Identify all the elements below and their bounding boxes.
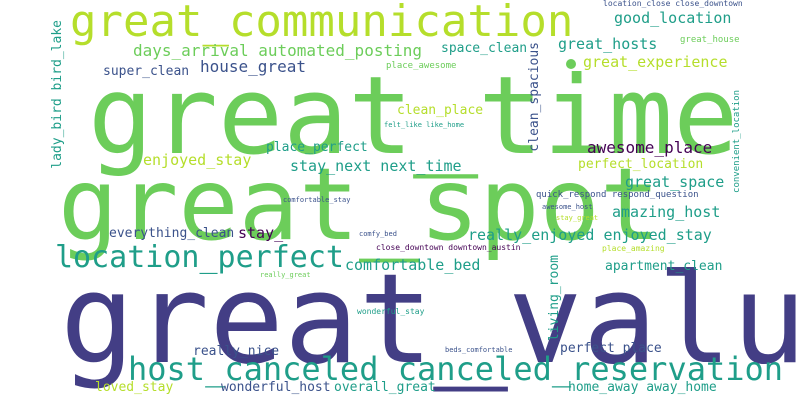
cloud-word: location_close close_downtown [603, 0, 743, 8]
cloud-word: place_amazing [602, 244, 665, 253]
cloud-word: great_value [60, 248, 800, 392]
cloud-word: comfy_bed [359, 230, 397, 238]
cloud-word: great_communication [70, 0, 574, 47]
cloud-word: quick_respond respond_question [536, 190, 699, 200]
cloud-word: super_clean [103, 64, 190, 79]
cloud-word: enjoyed_stay [143, 151, 252, 169]
cloud-word: wonderful_stay [357, 307, 425, 316]
cloud-word: great_hosts [558, 35, 658, 53]
cloud-word: comfortable_bed [345, 256, 481, 274]
cloud-word: host_canceled canceled_reservation [128, 350, 784, 388]
cloud-word: everything_clean [109, 226, 235, 241]
cloud-word: stay_great [556, 214, 599, 222]
cloud-word: wonderful_host [221, 380, 331, 395]
cloud-word: house_great [200, 57, 306, 76]
dot-icon [566, 59, 576, 69]
cloud-word: close_downtown downtown_austin [376, 243, 521, 252]
cloud-word: really_enjoyed enjoyed_stay [468, 226, 712, 244]
cloud-word: days_arrival automated_posting [133, 41, 422, 60]
cloud-word: great_space [625, 173, 725, 191]
cloud-word: great_experience [583, 53, 728, 71]
cloud-word: overall_great [334, 380, 436, 395]
cloud-word: convenient_location [732, 90, 742, 193]
cloud-word: stay_ [238, 224, 284, 242]
cloud-word: great_house [680, 35, 740, 45]
cloud-word: really_nice [193, 344, 280, 359]
cloud-word: location_perfect [55, 240, 344, 275]
cloud-word: great_time [88, 54, 739, 179]
cloud-word: space_clean [441, 41, 528, 56]
cloud-word: place_perfect [266, 140, 368, 155]
cloud-word: really_great [260, 271, 311, 279]
cloud-word: great_spot [58, 146, 661, 263]
cloud-word: good_location [614, 9, 732, 27]
cloud-word: place_awesome [386, 61, 457, 71]
cloud-word: felt_like like_home [384, 121, 465, 129]
cloud-word: comfortable_stay [283, 196, 351, 204]
cloud-word: perfect_location [578, 157, 704, 172]
cloud-word: clean_place [397, 103, 484, 118]
cloud-word: awesome_host [542, 203, 593, 211]
cloud-word: awesome_place [587, 138, 713, 157]
cloud-word: loved_stay [95, 380, 174, 395]
cloud-word: apartment_clean [605, 259, 723, 274]
cloud-word: amazing_host [612, 203, 721, 221]
cloud-word: lady_bird bird_lake [50, 20, 65, 169]
cloud-word: beds_comfortable [445, 346, 513, 354]
cloud-word: living_room [547, 255, 562, 342]
cloud-word: home_away away_home [568, 380, 717, 395]
cloud-word: perfect_place [560, 341, 662, 356]
cloud-word: clean_spacious [527, 42, 542, 152]
cloud-word: stay_next next_time [290, 157, 462, 175]
